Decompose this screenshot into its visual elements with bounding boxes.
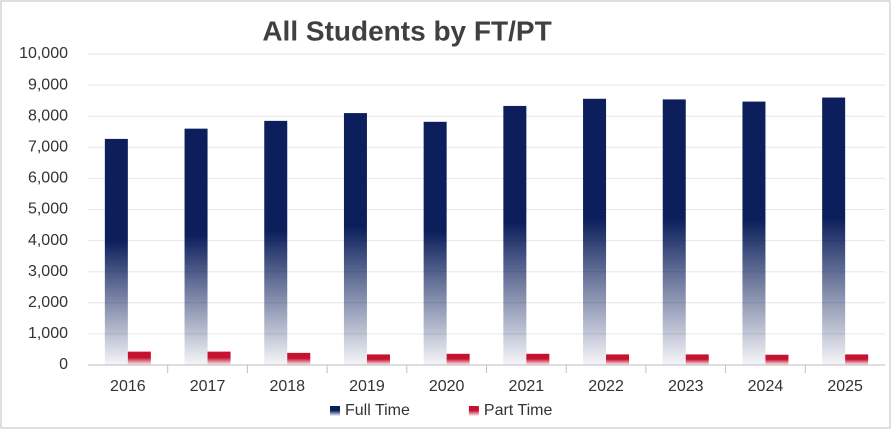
bar — [127, 351, 151, 365]
y-tick-label: 3,000 — [28, 263, 68, 280]
x-tick-label: 2023 — [668, 378, 704, 395]
y-tick-label: 9,000 — [28, 76, 68, 93]
chart-title: All Students by FT/PT — [262, 15, 551, 46]
bar — [526, 353, 550, 365]
y-tick-label: 0 — [59, 356, 68, 373]
x-tick-label: 2020 — [429, 378, 465, 395]
bar — [583, 98, 607, 365]
legend-label: Part Time — [484, 402, 553, 419]
y-tick-label: 1,000 — [28, 325, 68, 342]
y-tick-label: 8,000 — [28, 107, 68, 124]
legend-marker — [330, 406, 340, 416]
x-tick-label: 2019 — [349, 378, 385, 395]
bar — [343, 113, 367, 365]
y-tick-label: 4,000 — [28, 232, 68, 249]
bar — [662, 99, 686, 365]
y-tick-label: 5,000 — [28, 201, 68, 218]
bar — [287, 352, 311, 365]
bar — [845, 354, 869, 365]
x-tick-label: 2018 — [269, 378, 305, 395]
bar — [366, 354, 390, 365]
bar — [446, 353, 470, 365]
legend-label: Full Time — [345, 402, 410, 419]
bar — [264, 120, 288, 366]
x-tick-label: 2025 — [827, 378, 863, 395]
bar — [606, 354, 630, 365]
y-tick-label: 2,000 — [28, 294, 68, 311]
bar — [207, 351, 231, 365]
x-tick-label: 2021 — [509, 378, 545, 395]
bar — [184, 128, 208, 365]
y-tick-label: 7,000 — [28, 139, 68, 156]
x-tick-label: 2017 — [190, 378, 226, 395]
y-tick-label: 10,000 — [19, 45, 68, 62]
bar — [423, 121, 447, 365]
bar — [742, 101, 766, 365]
bar — [822, 97, 846, 365]
x-tick-label: 2016 — [110, 378, 146, 395]
bar — [503, 105, 527, 365]
legend-marker — [468, 406, 479, 416]
bar — [765, 354, 789, 365]
bar — [104, 138, 128, 365]
y-tick-label: 6,000 — [28, 170, 68, 187]
x-tick-label: 2024 — [748, 378, 784, 395]
bar — [685, 354, 709, 365]
x-tick-label: 2022 — [588, 378, 624, 395]
